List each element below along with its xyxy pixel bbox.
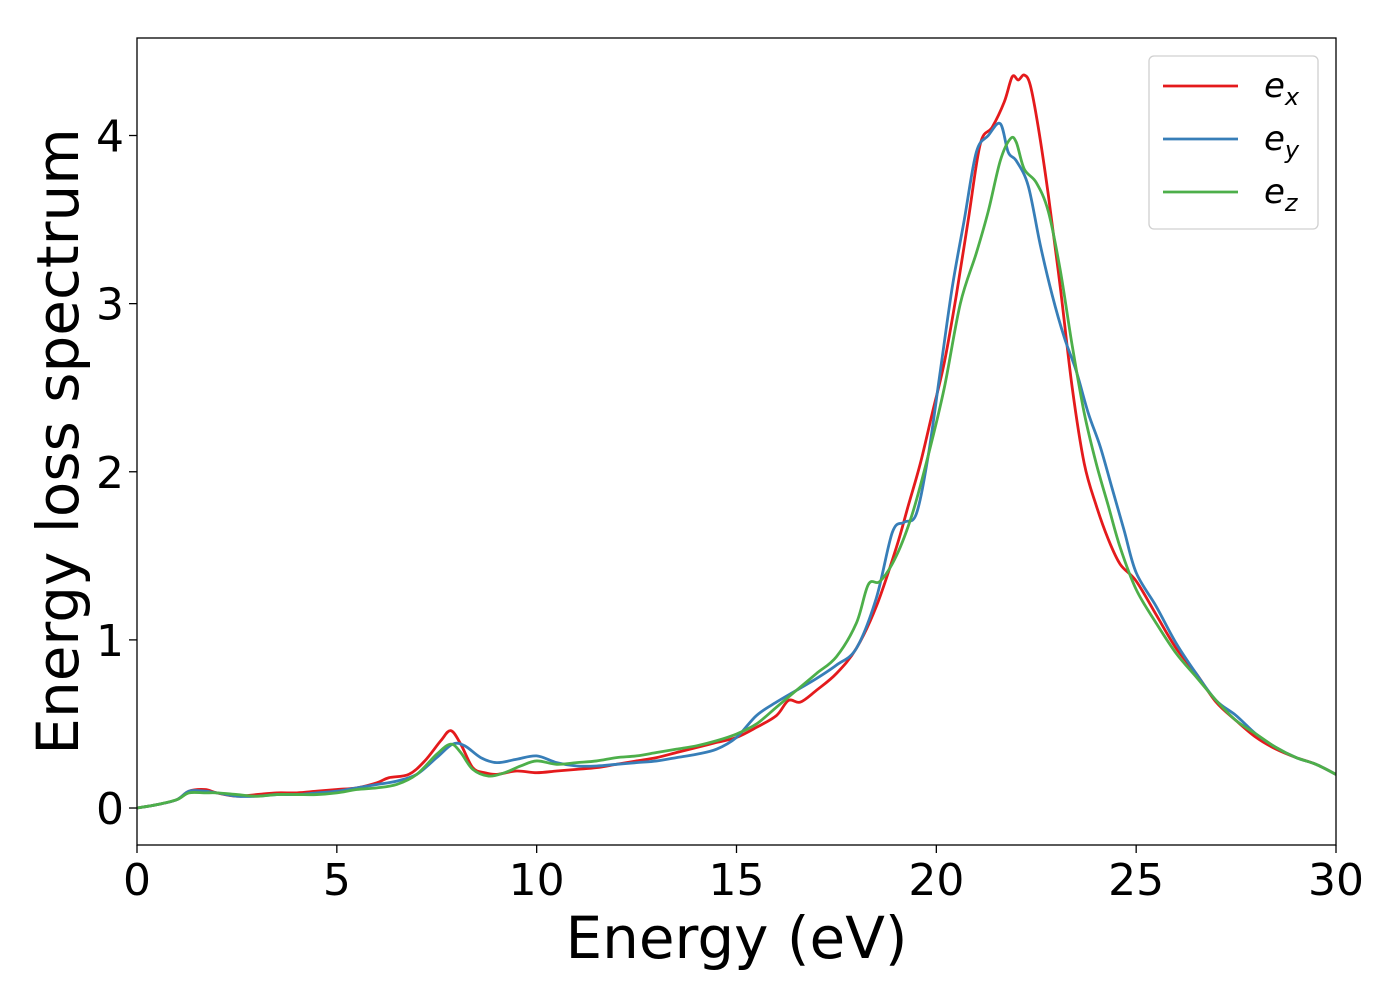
y-axis-title: Energy loss spectrum xyxy=(24,128,92,754)
legend-label-ey: ey xyxy=(1264,119,1300,164)
legend-label-ez: ez xyxy=(1264,172,1299,217)
x-tick-label: 25 xyxy=(1108,855,1164,906)
legend-label-base: e xyxy=(1264,172,1285,212)
y-tick-label: 3 xyxy=(96,280,124,331)
legend-label-ex: ex xyxy=(1264,66,1300,111)
y-tick-label: 0 xyxy=(96,784,124,835)
legend-label-subscript: y xyxy=(1284,136,1300,164)
series-line-ey xyxy=(137,121,1336,810)
legend-label-base: e xyxy=(1264,119,1285,159)
legend-label-subscript: z xyxy=(1284,189,1299,217)
x-tick-label: 10 xyxy=(509,855,565,906)
x-tick-label: 5 xyxy=(323,855,351,906)
x-tick-label: 15 xyxy=(709,855,765,906)
legend-label-base: e xyxy=(1264,66,1285,106)
y-tick-label: 2 xyxy=(96,448,124,499)
x-tick-label: 0 xyxy=(123,855,151,906)
x-axis-title: Energy (eV) xyxy=(565,904,907,972)
tick-layer: 0 5 10 15 20 25 30 0 1 2 3 4 xyxy=(96,112,1364,906)
y-tick-label: 4 xyxy=(96,112,124,163)
x-tick-label: 20 xyxy=(908,855,964,906)
legend-label-subscript: x xyxy=(1284,83,1300,111)
series-layer xyxy=(137,73,1336,810)
y-tick-label: 1 xyxy=(96,616,124,667)
series-line-ez xyxy=(137,135,1336,810)
x-tick-label: 30 xyxy=(1308,855,1364,906)
legend-box xyxy=(1148,55,1319,230)
